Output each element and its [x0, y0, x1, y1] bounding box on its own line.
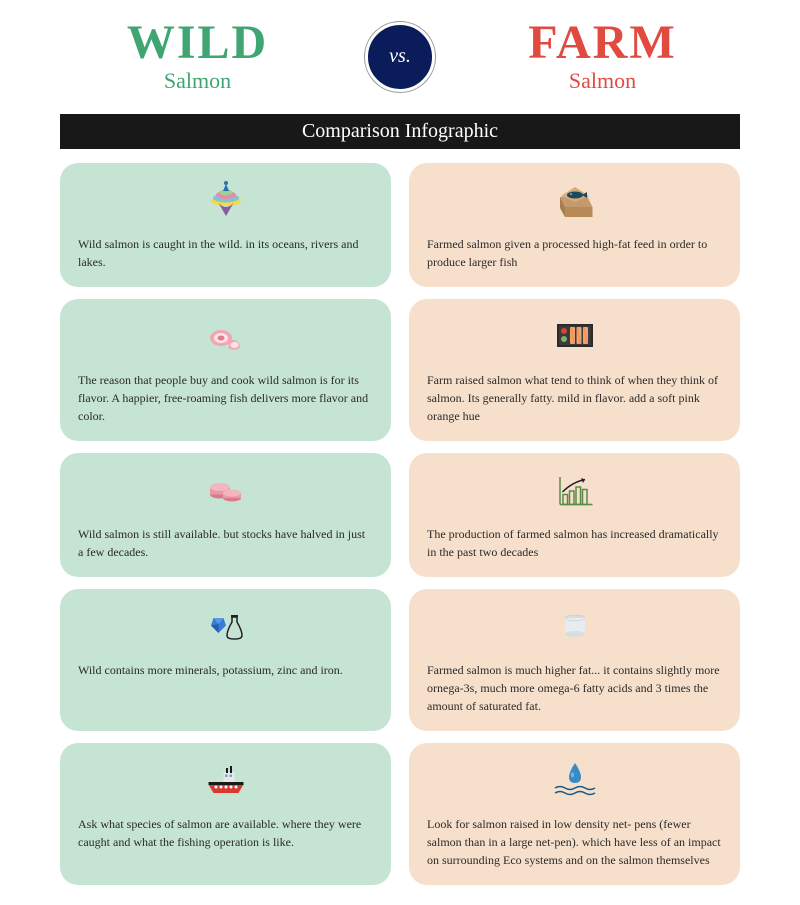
farm-card-0: Farmed salmon given a processed high-fat…	[409, 163, 740, 287]
wild-card-0: Wild salmon is caught in the wild. in it…	[60, 163, 391, 287]
gem-flask-icon	[196, 603, 256, 653]
box-fish-icon	[545, 177, 605, 227]
meat-icon	[196, 313, 256, 363]
can-icon	[545, 603, 605, 653]
wild-text-3: Wild contains more minerals, potassium, …	[78, 661, 373, 679]
chart-up-icon	[545, 467, 605, 517]
farm-text-4: Look for salmon raised in low density ne…	[427, 815, 722, 869]
banner-text: Comparison Infographic	[302, 120, 498, 142]
wild-card-4: Ask what species of salmon are available…	[60, 743, 391, 885]
wild-text-1: The reason that people buy and cook wild…	[78, 371, 373, 425]
farm-text-0: Farmed salmon given a processed high-fat…	[427, 235, 722, 271]
farm-text-2: The production of farmed salmon has incr…	[427, 525, 722, 561]
comparison-banner: Comparison Infographic	[60, 114, 740, 149]
farm-subtitle: Salmon	[445, 68, 760, 94]
boat-icon	[196, 757, 256, 807]
wild-title: WILD	[40, 20, 355, 66]
farm-title: FARM	[445, 20, 760, 66]
farm-text-1: Farm raised salmon what tend to think of…	[427, 371, 722, 425]
farm-card-1: Farm raised salmon what tend to think of…	[409, 299, 740, 441]
wild-card-1: The reason that people buy and cook wild…	[60, 299, 391, 441]
farm-text-3: Farmed salmon is much higher fat... it c…	[427, 661, 722, 715]
farm-card-4: Look for salmon raised in low density ne…	[409, 743, 740, 885]
wild-text-0: Wild salmon is caught in the wild. in it…	[78, 235, 373, 271]
wild-card-3: Wild contains more minerals, potassium, …	[60, 589, 391, 731]
water-drop-icon	[545, 757, 605, 807]
wild-subtitle: Salmon	[40, 68, 355, 94]
wild-text-4: Ask what species of salmon are available…	[78, 815, 373, 851]
farm-title-block: FARM Salmon	[445, 20, 760, 94]
spintop-icon	[196, 177, 256, 227]
wild-card-2: Wild salmon is still available. but stoc…	[60, 453, 391, 577]
coins-icon	[196, 467, 256, 517]
farm-card-2: The production of farmed salmon has incr…	[409, 453, 740, 577]
wild-title-block: WILD Salmon	[40, 20, 355, 94]
wild-text-2: Wild salmon is still available. but stoc…	[78, 525, 373, 561]
comparison-grid: Wild salmon is caught in the wild. in it…	[40, 163, 760, 885]
vs-label: vs.	[389, 45, 411, 68]
vs-badge: vs.	[365, 22, 435, 92]
sushi-tray-icon	[545, 313, 605, 363]
farm-card-3: Farmed salmon is much higher fat... it c…	[409, 589, 740, 731]
header: WILD Salmon vs. FARM Salmon	[40, 20, 760, 94]
